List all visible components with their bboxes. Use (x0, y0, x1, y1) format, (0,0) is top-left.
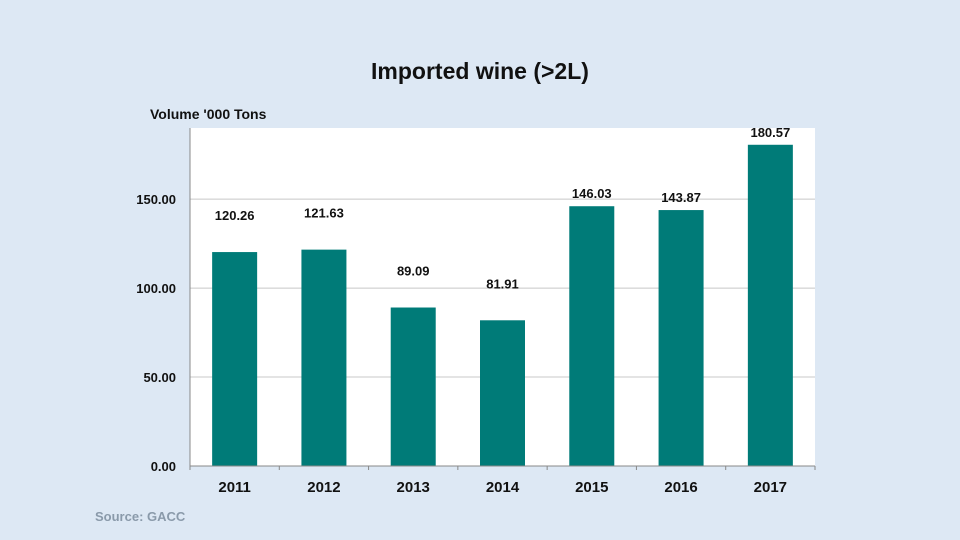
bar-2016 (658, 210, 704, 466)
data-label: 81.91 (486, 276, 519, 291)
x-tick-label: 2014 (486, 479, 520, 496)
chart-title: Imported wine (>2L) (371, 58, 589, 84)
data-label: 120.26 (215, 208, 255, 223)
x-tick-label: 2017 (754, 479, 787, 496)
labels: 0.00 50.00 100.00 150.00 120.26 2011 121.63 201… (136, 125, 790, 496)
data-label: 143.87 (661, 190, 701, 205)
data-label: 121.63 (304, 206, 344, 221)
y-axis-label: Volume '000 Tons (150, 106, 267, 122)
bars (212, 144, 793, 467)
axes (189, 128, 816, 470)
y-tick-label: 0.00 (151, 459, 176, 474)
bar-2017 (747, 144, 793, 467)
data-label: 146.03 (572, 186, 612, 201)
x-tick-label: 2016 (664, 479, 697, 496)
y-tick-label: 150.00 (136, 192, 176, 207)
source-note: Source: GACC (95, 509, 186, 524)
data-label: 180.57 (750, 125, 790, 140)
bar-2013 (390, 307, 436, 466)
x-tick-label: 2012 (307, 479, 340, 496)
bar-2012 (301, 249, 347, 466)
x-tick-label: 2015 (575, 479, 608, 496)
x-tick-label: 2013 (397, 479, 430, 496)
bar-2011 (212, 252, 258, 466)
bar-2015 (569, 206, 615, 466)
bar-2014 (480, 320, 525, 466)
y-tick-label: 100.00 (136, 281, 176, 296)
data-label: 89.09 (397, 264, 430, 279)
y-tick-label: 50.00 (143, 370, 176, 385)
x-tick-label: 2011 (218, 479, 251, 496)
